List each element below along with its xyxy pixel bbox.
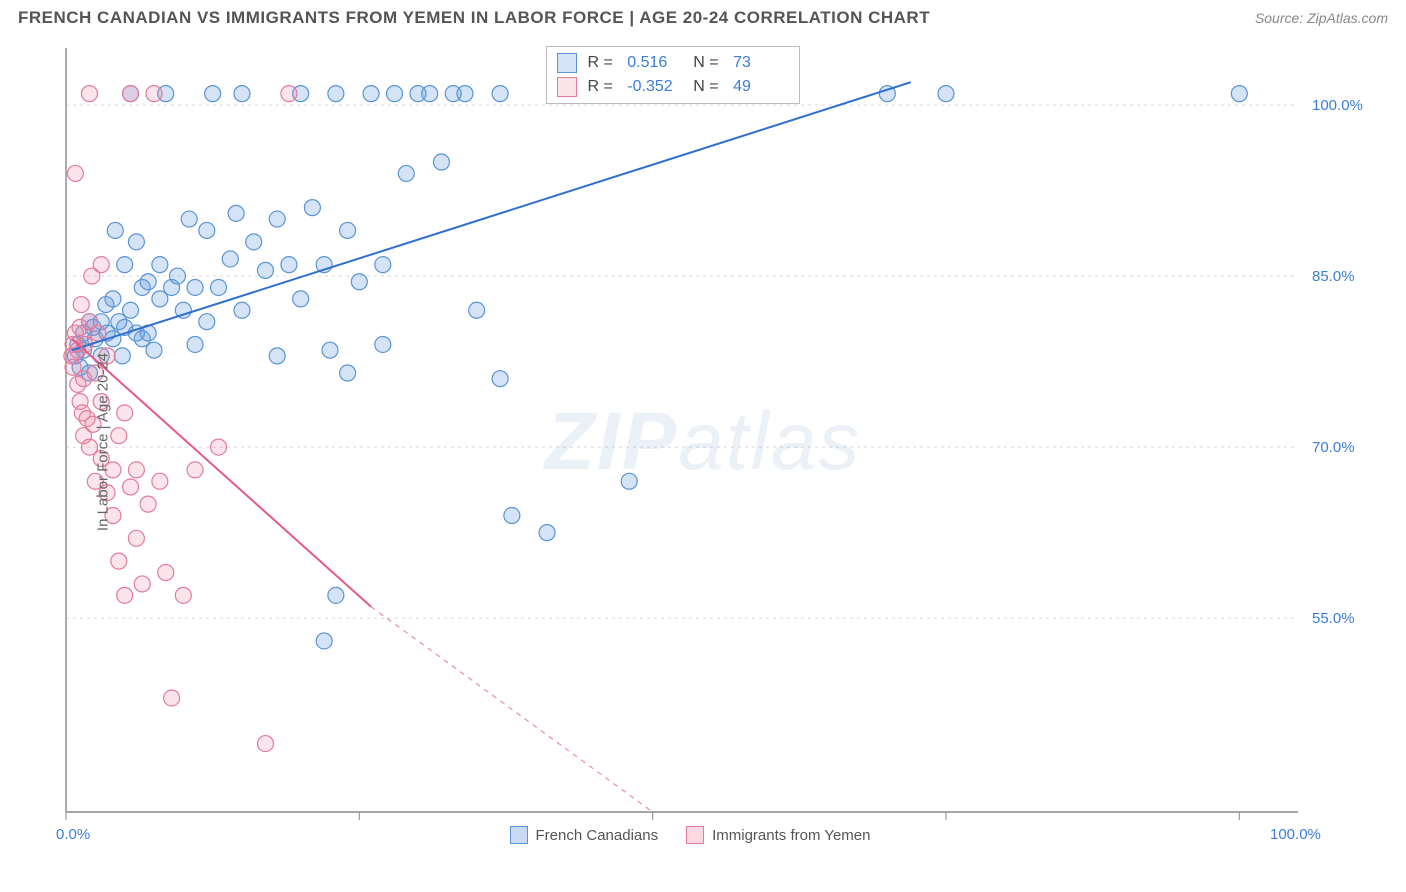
legend-item: Immigrants from Yemen [686,826,870,844]
stat-n-label: N = [693,54,723,72]
scatter-plot: 55.0% 70.0% 85.0% 100.0% [18,42,1388,842]
legend-item: French Canadians [510,826,659,844]
chart-area: In Labor Force | Age 20-24 55.0% 70.0% 85.… [18,42,1388,842]
svg-text:70.0%: 70.0% [1312,439,1355,456]
stat-n-value: 49 [733,78,789,96]
chart-source: Source: ZipAtlas.com [1255,10,1388,26]
stat-n-value: 73 [733,54,789,72]
correlation-stats-box: R = 0.516 N = 73 R = -0.352 N = 49 [546,46,800,104]
stat-r-label: R = [587,54,617,72]
series-swatch [557,53,577,73]
chart-header: FRENCH CANADIAN VS IMMIGRANTS FROM YEMEN… [0,0,1406,32]
svg-text:100.0%: 100.0% [1312,97,1363,114]
svg-text:55.0%: 55.0% [1312,610,1355,627]
x-axis-min-label: 0.0% [56,826,90,843]
stat-r-value: 0.516 [627,54,683,72]
stat-r-label: R = [587,78,617,96]
legend: French Canadians Immigrants from Yemen [510,826,871,844]
svg-text:85.0%: 85.0% [1312,268,1355,285]
legend-swatch [686,826,704,844]
series-swatch [557,77,577,97]
stats-row: R = 0.516 N = 73 [557,51,789,75]
stat-r-value: -0.352 [627,78,683,96]
legend-swatch [510,826,528,844]
y-axis-label: In Labor Force | Age 20-24 [95,353,112,531]
chart-title: FRENCH CANADIAN VS IMMIGRANTS FROM YEMEN… [18,8,930,28]
stats-row: R = -0.352 N = 49 [557,75,789,99]
legend-label: Immigrants from Yemen [712,827,870,844]
stat-n-label: N = [693,78,723,96]
legend-label: French Canadians [536,827,659,844]
x-axis-max-label: 100.0% [1270,826,1321,843]
